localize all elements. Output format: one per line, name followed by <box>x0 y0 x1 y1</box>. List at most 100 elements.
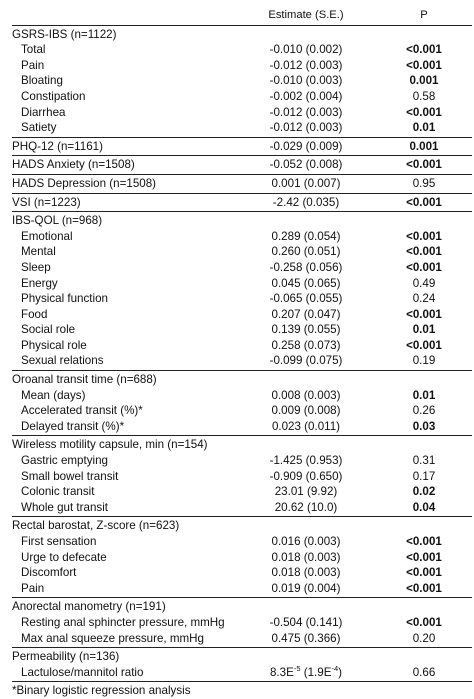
table-row: Energy 0.045 (0.065) 0.49 <box>12 276 472 292</box>
group-title-label: Rectal barostat, Z-score (n=623) <box>12 519 180 533</box>
row-label: VSI (n=1223) <box>12 195 81 209</box>
row-label: Urge to defecate <box>21 550 107 564</box>
row-rule <box>12 211 472 213</box>
row-label: Delayed transit (%)* <box>21 419 125 433</box>
table-body: GSRS-IBS (n=1122) Total -0.010 (0.002) <0.0… <box>12 27 472 683</box>
row-p-value: <0.001 <box>406 245 442 259</box>
row-p-value: 0.001 <box>409 139 439 153</box>
row-p-value: 0.19 <box>412 354 436 368</box>
row-estimate: 0.258 (0.073) <box>271 338 341 352</box>
row-estimate: -0.029 (0.009) <box>269 139 343 153</box>
row-estimate: -0.012 (0.003) <box>269 121 343 135</box>
table-row: Diarrhea -0.012 (0.003) <0.001 <box>12 105 472 121</box>
row-estimate: 0.009 (0.008) <box>271 404 341 418</box>
table-row: Social role 0.139 (0.055) 0.01 <box>12 322 472 338</box>
row-estimate: 0.018 (0.003) <box>271 550 341 564</box>
group-title-label: Permeability (n=136) <box>12 650 120 664</box>
row-rule <box>12 155 472 157</box>
row-label: Lactulose/mannitol ratio <box>21 665 144 679</box>
row-p-value: <0.001 <box>406 105 442 119</box>
row-label: Colonic transit <box>21 485 95 499</box>
group-title: IBS-QOL (n=968) <box>12 213 472 229</box>
group-title-label: Oroanal transit time (n=688) <box>12 373 157 387</box>
row-label: Bloating <box>21 74 63 88</box>
row-p-value: 0.01 <box>412 323 436 337</box>
table-header: Estimate (S.E.) P <box>12 8 472 24</box>
group-rule <box>12 681 472 683</box>
table-row: First sensation 0.016 (0.003) <0.001 <box>12 534 472 550</box>
row-label: Mean (days) <box>21 388 86 402</box>
row-estimate: 0.001 (0.007) <box>271 176 341 190</box>
row-label: Food <box>21 307 48 321</box>
header-estimate: Estimate (S.E.) <box>268 9 344 21</box>
table-row: Urge to defecate 0.018 (0.003) <0.001 <box>12 550 472 566</box>
row-label: First sensation <box>21 535 97 548</box>
row-estimate: 0.023 (0.011) <box>271 419 341 433</box>
group-title-label: GSRS-IBS (n=1122) <box>12 27 117 41</box>
row-p-value: <0.001 <box>406 260 442 274</box>
table-row: Max anal squeeze pressure, mmHg 0.475 (0.… <box>12 631 472 647</box>
row-p-value: <0.001 <box>406 338 442 352</box>
row-p-value: <0.001 <box>406 566 442 580</box>
footnote: *Binary logistic regression analysis <box>12 684 191 698</box>
row-label: HADS Anxiety (n=1508) <box>12 158 135 172</box>
estimate-exponent: -5 <box>293 663 301 673</box>
table-row: Sexual relations -0.099 (0.075) 0.19 <box>12 353 472 369</box>
row-label: Physical function <box>21 292 108 306</box>
table-row: Physical function -0.065 (0.055) 0.24 <box>12 291 472 307</box>
row-p-value: 0.95 <box>412 176 436 190</box>
row-p-value: <0.001 <box>406 307 442 321</box>
row-label: Constipation <box>21 89 86 103</box>
row-p-value: <0.001 <box>406 43 442 57</box>
row-estimate: 8.3E-5 (1.9E-4) <box>236 665 376 681</box>
group-rule <box>12 597 472 599</box>
table-row: Colonic transit 23.01 (9.92) 0.02 <box>12 484 472 500</box>
group-title: GSRS-IBS (n=1122) <box>12 27 472 43</box>
table-row: Lactulose/mannitol ratio 8.3E-5 (1.9E-4) 0… <box>12 665 472 681</box>
row-p-value: 0.49 <box>412 276 436 290</box>
row-label: Satiety <box>21 121 57 135</box>
row-label: Physical role <box>21 338 87 352</box>
table-row: Satiety -0.012 (0.003) 0.01 <box>12 120 472 136</box>
row-label: Pain <box>21 58 45 72</box>
table-row: Gastric emptying -1.425 (0.953) 0.31 <box>12 453 472 469</box>
row-label: Diarrhea <box>21 105 66 119</box>
row-estimate: 0.207 (0.047) <box>271 307 341 321</box>
row-label: Max anal squeeze pressure, mmHg <box>21 631 205 645</box>
table-row: Delayed transit (%)* 0.023 (0.011) 0.03 <box>12 419 472 435</box>
row-label: PHQ-12 (n=1161) <box>12 139 103 153</box>
row-label: Resting anal sphincter pressure, mmHg <box>21 615 225 629</box>
row-label: Small bowel transit <box>21 469 119 483</box>
table-row: Sleep -0.258 (0.056) <0.001 <box>12 260 472 276</box>
row-p-value: <0.001 <box>406 550 442 564</box>
row-p-value: <0.001 <box>406 535 442 548</box>
row-estimate: 0.475 (0.366) <box>271 631 341 645</box>
group-rule <box>12 370 472 372</box>
table-row: Mental 0.260 (0.051) <0.001 <box>12 244 472 260</box>
table-row: Physical role 0.258 (0.073) <0.001 <box>12 338 472 354</box>
header-p: P <box>420 9 428 21</box>
row-estimate: 0.018 (0.003) <box>271 566 341 580</box>
table-row: Discomfort 0.018 (0.003) <0.001 <box>12 565 472 581</box>
table-row: Emotional 0.289 (0.054) <0.001 <box>12 229 472 245</box>
row-estimate: -0.012 (0.003) <box>269 105 343 119</box>
table-row: Pain -0.012 (0.003) <0.001 <box>12 58 472 74</box>
row-label: Mental <box>21 245 56 259</box>
row-label: Whole gut transit <box>21 500 108 514</box>
group-rule <box>12 516 472 518</box>
row-estimate: -2.42 (0.035) <box>272 195 340 209</box>
row-label: Sexual relations <box>21 354 104 368</box>
row-label: Discomfort <box>21 566 77 580</box>
row-estimate: -0.002 (0.004) <box>269 89 343 103</box>
group-title: Permeability (n=136) <box>12 649 472 665</box>
table-row: Accelerated transit (%)* 0.009 (0.008) 0.2… <box>12 403 472 419</box>
header-rule <box>12 24 472 26</box>
table-row: VSI (n=1223) -2.42 (0.035) <0.001 <box>12 195 472 211</box>
row-label: Social role <box>21 323 76 337</box>
group-title-label: Anorectal manometry (n=191) <box>12 600 166 614</box>
row-estimate: 0.139 (0.055) <box>271 323 341 337</box>
table-row: Bloating -0.010 (0.003) 0.001 <box>12 73 472 89</box>
row-estimate: -1.425 (0.953) <box>269 454 343 468</box>
row-label: HADS Depression (n=1508) <box>12 176 157 190</box>
row-estimate: 0.008 (0.003) <box>271 388 341 402</box>
